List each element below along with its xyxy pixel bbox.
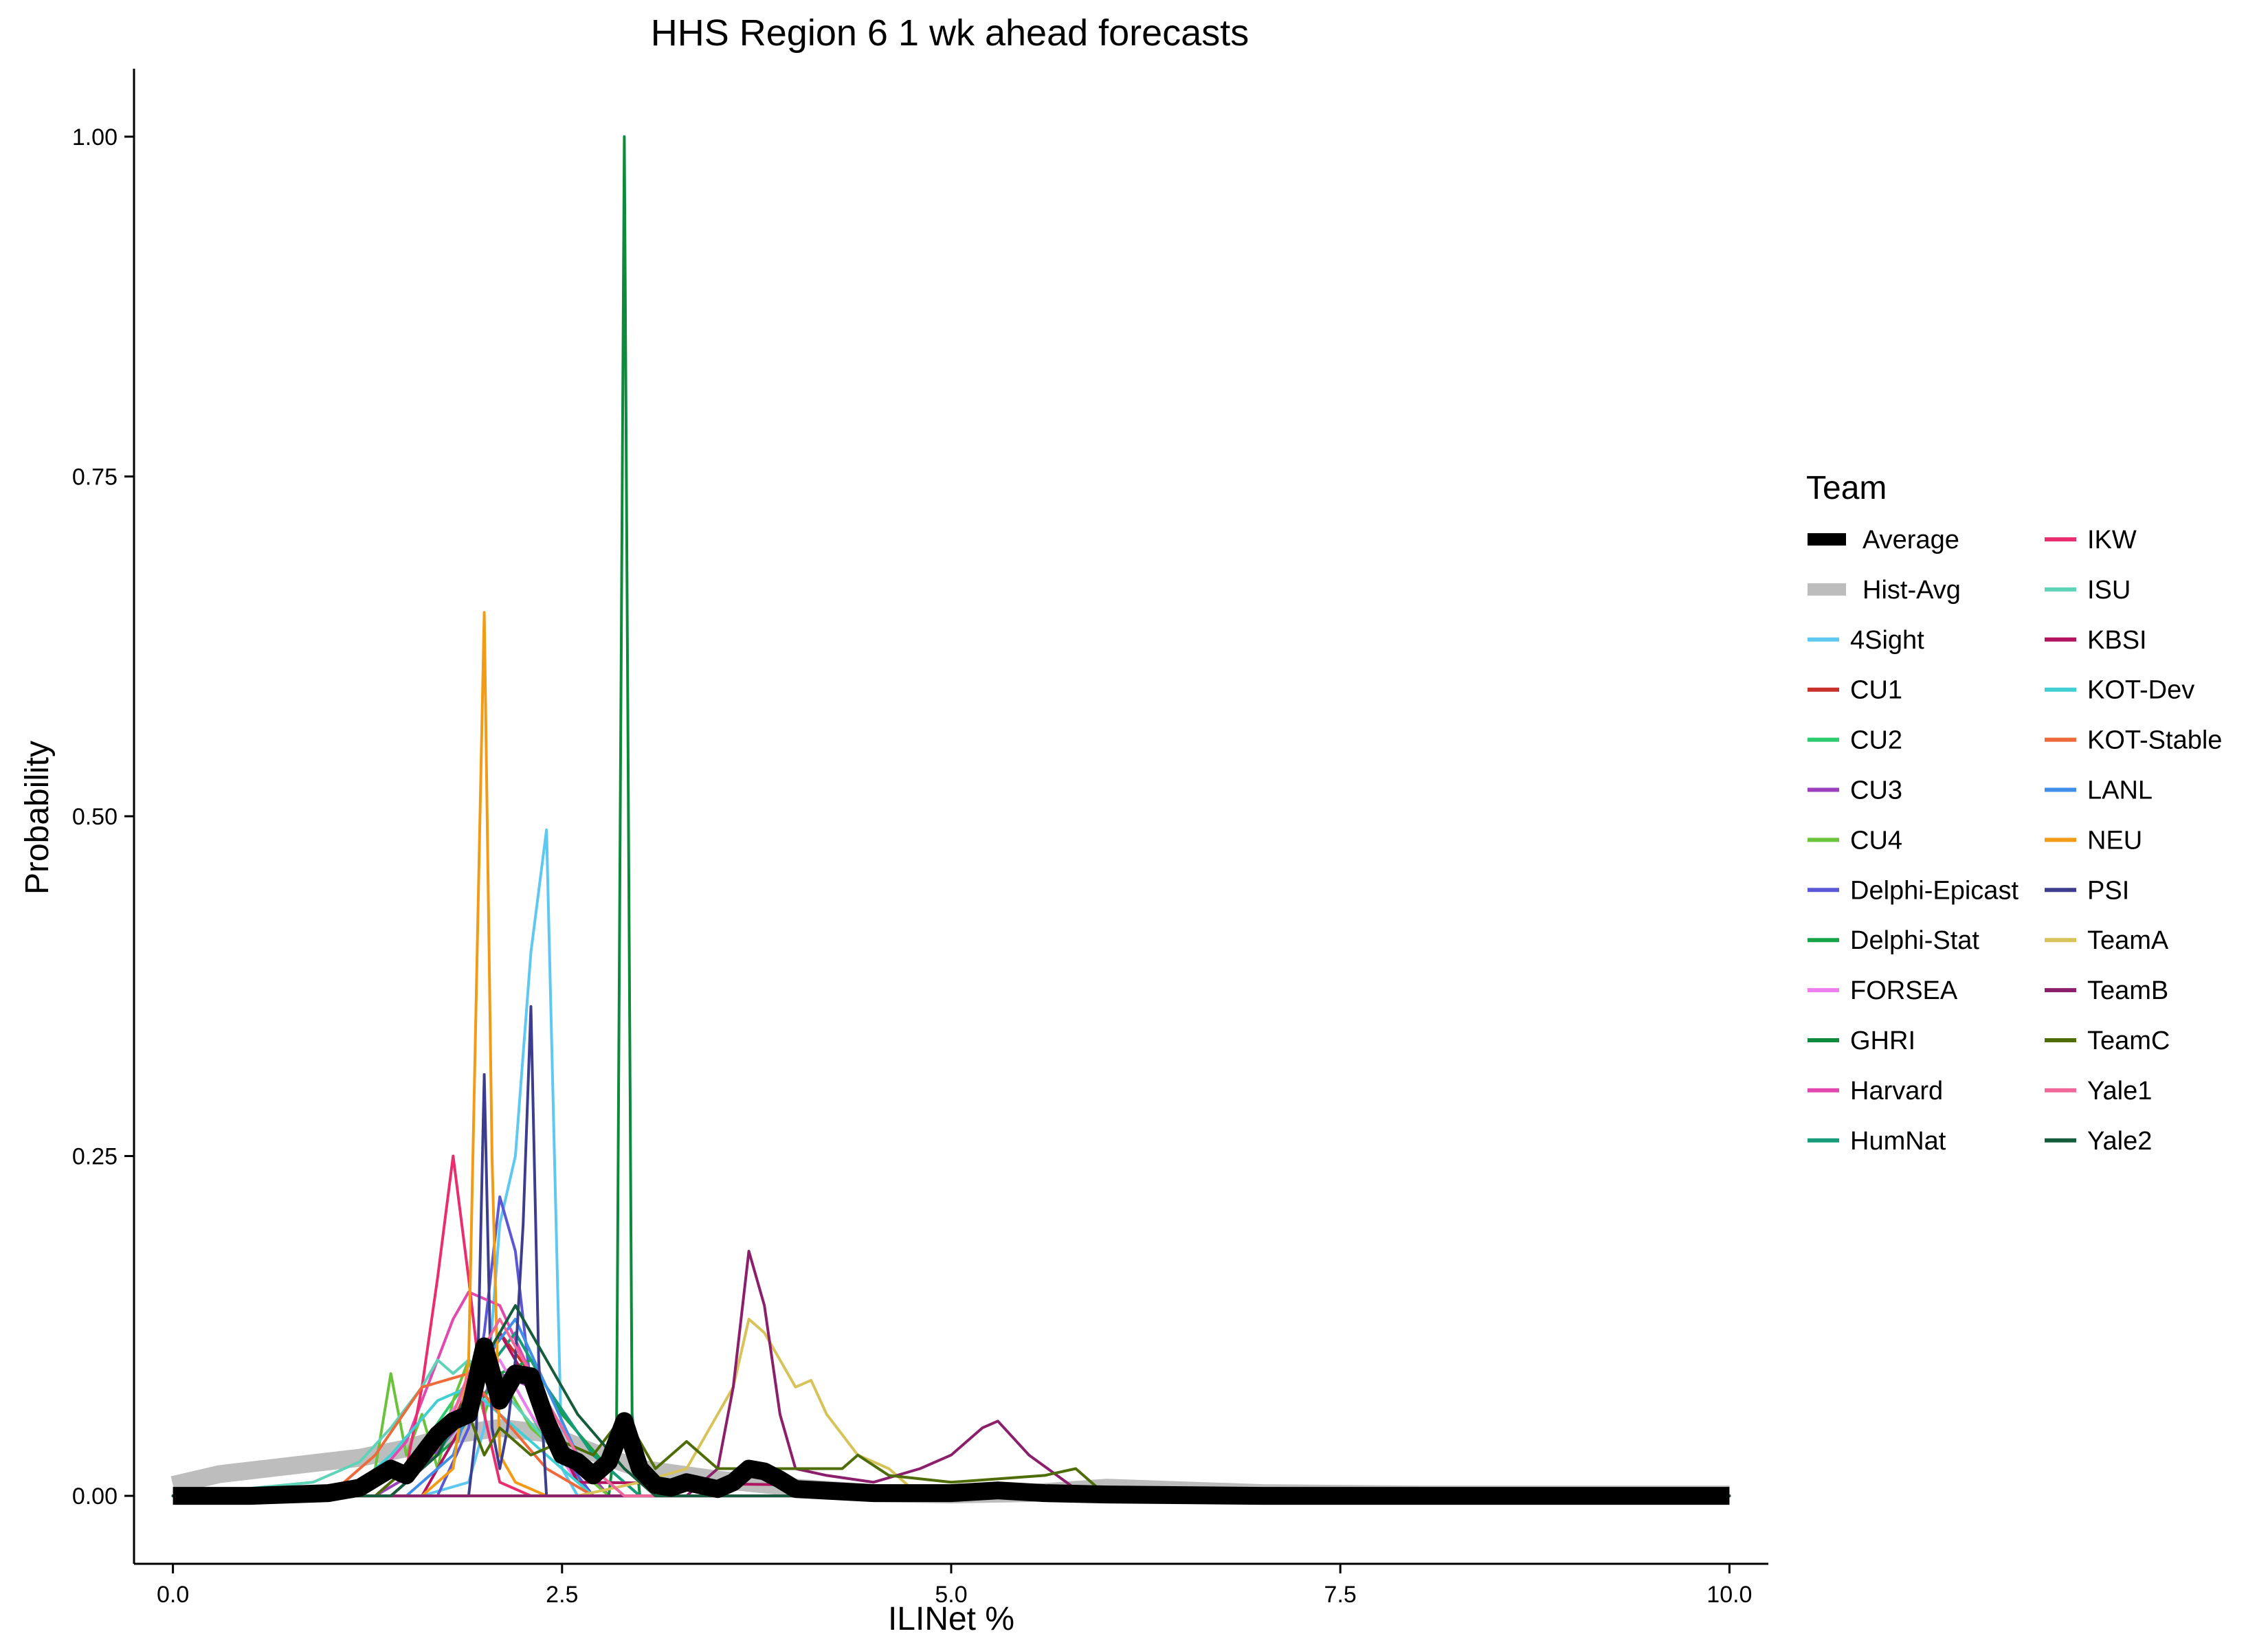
legend-label-lanl: LANL — [2087, 776, 2153, 805]
legend-label-cu1: CU1 — [1850, 676, 1902, 705]
y-tick-label: 0.50 — [72, 804, 118, 830]
legend-label-kbsi: KBSI — [2087, 626, 2147, 655]
legend-label-hist-avg: Hist-Avg — [1863, 576, 1961, 605]
legend-label-harvard: Harvard — [1850, 1077, 1943, 1106]
x-tick-label: 7.5 — [1324, 1582, 1357, 1608]
legend: Team Average Hist-Avg 4Sight CU1 CU2 CU3 CU4 De… — [1806, 470, 2222, 1156]
series-layer — [170, 135, 1731, 1505]
legend-label-teama: TeamA — [2087, 926, 2169, 955]
y-axis-ticks: 0.00 0.25 0.50 0.75 1.00 — [72, 124, 134, 1510]
series-line-neu — [171, 611, 1731, 1498]
series-line-teamb — [171, 1250, 1731, 1498]
legend-label-4sight: 4Sight — [1850, 626, 1924, 655]
x-tick-label: 0.0 — [157, 1582, 189, 1608]
legend-label-yale1: Yale1 — [2087, 1077, 2152, 1106]
legend-label-kot-stable: KOT-Stable — [2087, 726, 2222, 755]
legend-label-ikw: IKW — [2087, 526, 2137, 554]
legend-label-neu: NEU — [2087, 826, 2142, 855]
y-axis-title: Probability — [19, 741, 56, 895]
legend-label-ghri: GHRI — [1850, 1027, 1915, 1055]
legend-label-kot-dev: KOT-Dev — [2087, 676, 2194, 705]
y-tick-label: 0.00 — [72, 1483, 118, 1510]
x-axis-title: ILINet % — [888, 1601, 1014, 1637]
x-axis-ticks: 0.0 2.5 5.0 7.5 10.0 — [157, 1564, 1752, 1608]
y-tick-label: 0.75 — [72, 464, 118, 490]
legend-label-humnat: HumNat — [1850, 1127, 1946, 1156]
y-tick-label: 1.00 — [72, 124, 118, 150]
legend-label-forsea: FORSEA — [1850, 976, 1958, 1005]
legend-label-average: Average — [1863, 526, 1959, 554]
series-line-ghri — [171, 135, 1731, 1498]
x-tick-label: 5.0 — [935, 1582, 967, 1608]
legend-label-delphi-stat: Delphi-Stat — [1850, 926, 1979, 955]
legend-label-psi: PSI — [2087, 876, 2129, 905]
legend-label-cu4: CU4 — [1850, 826, 1902, 855]
chart-title: HHS Region 6 1 wk ahead forecasts — [651, 12, 1249, 54]
legend-label-cu3: CU3 — [1850, 776, 1902, 805]
x-tick-label: 2.5 — [546, 1582, 578, 1608]
series-line-4sight — [171, 828, 1731, 1498]
legend-label-isu: ISU — [2087, 576, 2131, 605]
legend-label-delphi-epicast: Delphi-Epicast — [1850, 876, 2019, 905]
legend-label-teamb: TeamB — [2087, 976, 2168, 1005]
series-line-average — [173, 1337, 1730, 1505]
legend-label-yale2: Yale2 — [2087, 1127, 2152, 1156]
legend-title: Team — [1806, 470, 1887, 506]
x-tick-label: 10.0 — [1706, 1582, 1752, 1608]
y-tick-label: 0.25 — [72, 1144, 118, 1170]
series-line-psi — [171, 1005, 1731, 1498]
legend-label-teamc: TeamC — [2087, 1027, 2170, 1055]
legend-label-cu2: CU2 — [1850, 726, 1902, 755]
